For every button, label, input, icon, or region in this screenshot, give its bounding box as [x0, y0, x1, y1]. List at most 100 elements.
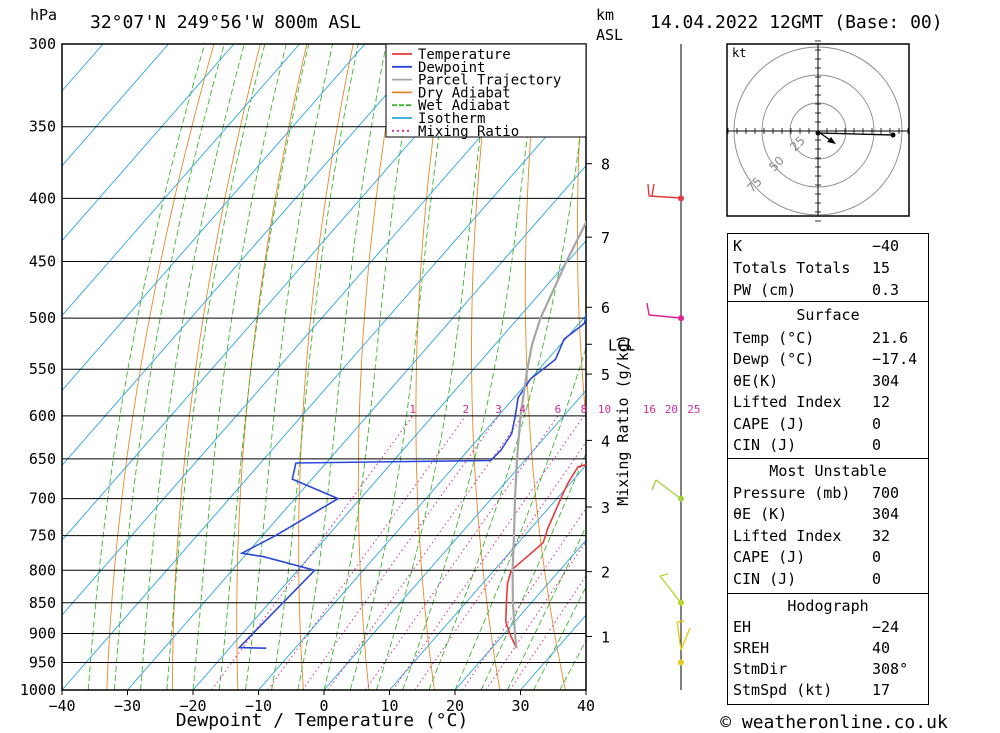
- mu-thetae-value: 304: [872, 505, 900, 523]
- wet-adiabat-line: [166, 44, 266, 690]
- mu-pressure-label: Pressure (mb): [733, 484, 851, 502]
- storm-motion-arrowhead: [827, 137, 836, 144]
- sreh-value: 40: [872, 639, 891, 657]
- mixing-ratio-line: [509, 575, 586, 690]
- hodograph-point: [890, 132, 896, 138]
- pressure-tick-label: 850: [29, 594, 56, 612]
- mixing-ratio-label: 8: [581, 403, 588, 416]
- k-index-label: K: [733, 237, 743, 255]
- mixing-ratio-label: 2: [462, 403, 469, 416]
- mu-li-value: 32: [872, 527, 891, 545]
- surface-li-label: Lifted Index: [733, 393, 842, 411]
- legend-label: Parcel Trajectory: [418, 73, 561, 89]
- wind-barbs-group: [646, 44, 691, 690]
- stmdir-label: StmDir: [733, 660, 788, 678]
- asl-label: ASL: [596, 26, 623, 44]
- dry-adiabat-line: [171, 44, 261, 690]
- eh-value: −24: [872, 618, 900, 636]
- copyright-text: © weatheronline.co.uk: [720, 712, 948, 733]
- mixing-ratio-line: [327, 415, 524, 690]
- isotherm-line: [62, 44, 431, 467]
- index-table: K −40 Totals Totals 15 PW (cm) 0.3: [727, 233, 929, 303]
- most-unstable-title: Most Unstable: [769, 462, 887, 480]
- pressure-tick-label: 1000: [20, 681, 56, 699]
- mixing-ratio-line: [211, 415, 414, 690]
- pressure-tick-label: 500: [29, 309, 56, 327]
- sreh-label: SREH: [733, 639, 770, 657]
- hodograph-title: Hodograph: [787, 597, 869, 615]
- dry-adiabat-line: [957, 44, 1000, 690]
- pressure-tick-label: 600: [29, 407, 56, 425]
- legend-label: Dry Adiabat: [418, 85, 511, 101]
- isotherm-line: [62, 44, 169, 167]
- legend-box: [385, 43, 587, 138]
- isotherm-line: [454, 539, 586, 690]
- mixing-ratio-line: [267, 415, 467, 690]
- wet-adiabat-line: [192, 44, 287, 690]
- isotherm-line: [62, 44, 235, 242]
- dry-adiabat-line: [357, 44, 401, 690]
- wet-adiabat-line: [297, 44, 387, 690]
- most-unstable-table: Most Unstable Pressure (mb) 700 θE (K) 304…: [727, 458, 929, 595]
- wind-barb-dot: [678, 315, 684, 322]
- totals-label: Totals Totals: [733, 259, 851, 277]
- wind-barb: [676, 620, 691, 651]
- wet-adiabat-line: [533, 586, 586, 690]
- km-tick-label: 4: [601, 432, 610, 450]
- surface-thetae-label: θE(K): [733, 372, 779, 390]
- surface-dewp-label: Dewp (°C): [733, 350, 815, 368]
- surface-temp-label: Temp (°C): [733, 329, 815, 347]
- surface-thetae-value: 304: [872, 372, 900, 390]
- mixing-ratio-label: 20: [665, 403, 678, 416]
- isotherm-line: [62, 90, 586, 690]
- surface-cin-label: CIN (J): [733, 436, 797, 454]
- x-tick-label: 30: [511, 697, 529, 715]
- x-tick-label: 20: [446, 697, 464, 715]
- km-tick-label: 3: [601, 499, 610, 517]
- pressure-tick-label: 800: [29, 561, 56, 579]
- stmspd-value: 17: [872, 681, 891, 699]
- lcl-label: LCL: [608, 336, 635, 354]
- mixing-ratio-label: 1: [409, 403, 416, 416]
- pressure-tick-label: 950: [29, 653, 56, 671]
- mu-cin-label: CIN (J): [733, 570, 797, 588]
- stmdir-value: 308°: [872, 660, 909, 678]
- legend-label: Wet Adiabat: [418, 98, 511, 114]
- km-tick-label: 8: [601, 156, 610, 174]
- location-title: 32°07'N 249°56'W 800m ASL: [90, 12, 361, 33]
- isotherm-line: [62, 44, 366, 392]
- isotherm-line: [62, 44, 562, 616]
- wind-barb: [659, 573, 682, 604]
- km-tick-label: 5: [601, 366, 610, 384]
- pressure-tick-label: 700: [29, 490, 56, 508]
- pressure-tick-label: 300: [29, 35, 56, 53]
- mixing-ratio-label: 10: [598, 403, 611, 416]
- legend-label: Temperature: [418, 47, 511, 63]
- pressure-tick-label: 650: [29, 450, 56, 468]
- legend-label: Mixing Ratio: [418, 124, 519, 140]
- wet-adiabat-line: [428, 88, 586, 690]
- dry-adiabat-line: [106, 44, 215, 690]
- hpa-label: hPa: [30, 6, 57, 24]
- pressure-tick-label: 450: [29, 253, 56, 271]
- hodograph-table: Hodograph EH −24 SREH 40 StmDir 308° StmSpd…: [727, 593, 929, 705]
- profiles-group: [237, 220, 586, 649]
- wet-adiabat-line: [113, 44, 225, 690]
- surface-cin-value: 0: [872, 436, 882, 454]
- dry-adiabat-line: [628, 44, 697, 690]
- pressure-tick-label: 550: [29, 360, 56, 378]
- mu-li-label: Lifted Index: [733, 527, 842, 545]
- surface-cape-label: CAPE (J): [733, 415, 806, 433]
- wet-adiabat-line: [323, 44, 418, 690]
- pw-value: 0.3: [872, 281, 900, 299]
- surface-dewp-value: −17.4: [872, 350, 918, 368]
- wet-adiabat-line: [480, 452, 586, 690]
- pressure-tick-label: 350: [29, 118, 56, 136]
- hodograph-trace: [817, 132, 894, 136]
- wind-barb: [647, 183, 682, 199]
- mixing-ratio-line: [414, 441, 586, 690]
- surface-table: Surface Temp (°C) 21.6 Dewp (°C) −17.4 θE(…: [727, 301, 929, 460]
